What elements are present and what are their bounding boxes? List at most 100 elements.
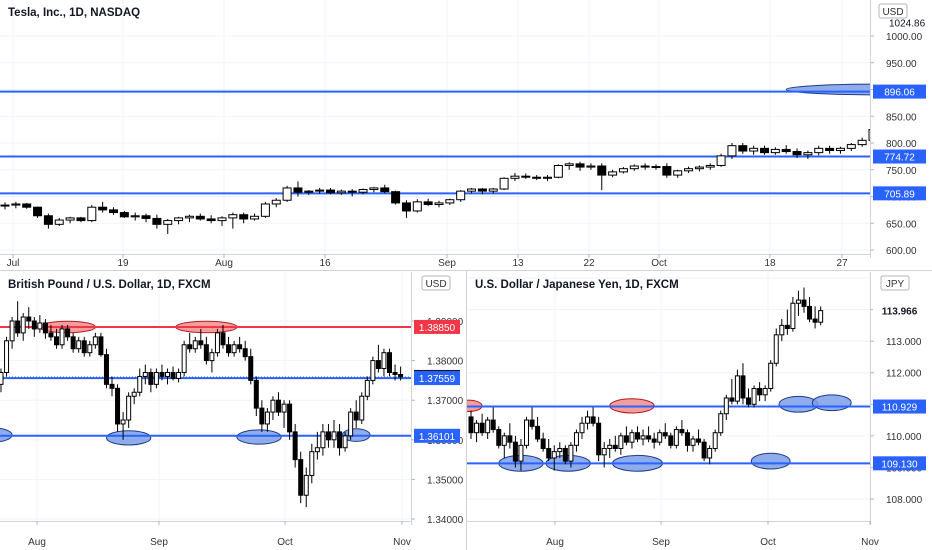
candle-body [540,438,546,449]
candle-body [521,175,531,178]
candle-body [770,148,780,154]
candle [467,187,477,194]
candle-body [784,324,790,330]
candle [596,416,602,462]
candle-body [684,432,690,446]
candle [868,129,870,141]
candle-body [209,352,215,362]
price-label-bg [873,399,926,414]
tick-label-y: 950.00 [886,59,917,70]
candle-body [26,316,32,322]
candle-body [15,320,21,334]
tick-label-x: Oct [651,258,667,269]
candle [130,212,140,221]
price-label: 705.89 [884,189,915,200]
candle-body [347,190,357,193]
candle [657,429,663,446]
candle [152,214,162,229]
candle-body [364,379,370,397]
candle [557,442,563,458]
blue-zone-ellipse [105,430,152,446]
price-label-bg [873,186,926,201]
candle [220,324,226,349]
candle [575,161,585,171]
candle-body [92,336,98,346]
candle [586,163,596,170]
candle-body [575,163,585,168]
candle [0,368,4,393]
candle [54,328,59,349]
candle-body [342,435,348,449]
candle-body [387,352,392,373]
candle [15,301,21,337]
candle [336,189,346,195]
tick-label-x: 19 [117,258,129,269]
tick-label-x: Aug [546,537,564,548]
candle-body [181,344,187,373]
candle [126,392,132,428]
candle [337,423,343,456]
candle [673,169,683,178]
candle-body [557,447,563,453]
candle-body [239,214,249,220]
candle [568,442,574,468]
candle [159,364,165,381]
candle [518,439,524,471]
candle [181,340,187,377]
candle-body [192,340,198,350]
candle [165,368,170,385]
candle-body [734,375,740,402]
candle [468,410,474,440]
candle-body [380,187,390,193]
candle [723,394,729,421]
candle-body [445,199,455,204]
blue-zone-ellipse [750,452,791,470]
time-axis: Aug Sep Oct Nov [0,521,411,548]
candle [694,165,704,172]
candle [391,190,401,205]
candle-body [673,429,679,446]
candle-body [392,371,398,375]
tick-label-x: Jul [7,258,20,269]
candle-body [434,202,444,206]
candle-body [690,438,696,446]
candle-body [326,189,335,194]
candle [546,439,552,462]
candle [662,423,668,440]
candle-body [524,419,529,446]
candle-body [370,360,376,381]
candle-body [562,447,568,462]
candle [209,348,215,373]
candle [170,366,176,381]
candle-body [479,422,485,434]
tick-label-y: 1.34000 [427,515,464,526]
currency-box [880,275,910,291]
candle-body [496,429,502,446]
candle [412,199,422,213]
candle [70,332,76,353]
price-label: 110.929 [882,403,918,414]
candle [380,184,390,194]
tick-label-x: Nov [861,537,879,548]
candle [770,147,780,155]
candle [347,189,357,197]
price-label: 1.36101 [419,432,456,443]
candle [590,407,596,427]
tick-label-x: Oct [760,537,776,548]
candle-body [42,322,48,334]
chart-title: Tesla, Inc., 1D, NASDAQ [8,7,140,19]
candle [601,442,607,468]
candle-body [359,395,365,421]
candle [684,429,690,452]
candle-body [792,151,802,156]
candle-body [253,379,259,409]
candle-body [757,388,763,396]
candle [760,145,769,155]
candle-body [54,219,64,225]
candle-body [668,435,674,446]
time-axis: Jul 19 Aug 16 Sep 13 22 Oct 18 27 [0,254,870,269]
candle [309,443,315,484]
candle-body [712,432,718,449]
tick-label-y: 750.00 [886,166,917,177]
price-label: 774.72 [884,153,915,164]
